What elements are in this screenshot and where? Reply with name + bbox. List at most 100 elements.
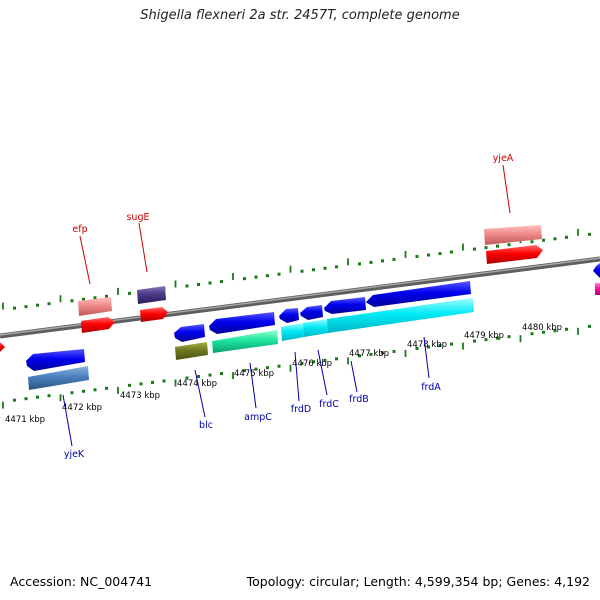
gene-feature[interactable] bbox=[327, 298, 474, 333]
ruler-dot bbox=[277, 364, 281, 368]
ruler-dot bbox=[70, 299, 74, 303]
gene-feature[interactable] bbox=[486, 245, 543, 264]
ruler-dot bbox=[427, 345, 430, 349]
topology-text: Topology: circular; Length: 4,599,354 bp… bbox=[246, 574, 590, 589]
ruler-dot bbox=[588, 232, 591, 236]
gene-feature[interactable] bbox=[28, 366, 89, 390]
ruler-dot bbox=[36, 303, 39, 307]
gene-feature[interactable] bbox=[212, 330, 278, 353]
ruler-dot bbox=[197, 375, 200, 379]
kbp-label: 4479 kbp bbox=[464, 331, 504, 341]
ruler-dot bbox=[358, 262, 361, 266]
gene-label-frdB[interactable]: frdB bbox=[349, 394, 369, 405]
ruler-dot bbox=[542, 330, 545, 334]
ruler-dot bbox=[82, 297, 85, 301]
gene-feature[interactable] bbox=[593, 263, 600, 278]
ruler-dot bbox=[197, 283, 200, 287]
kbp-scale: 4471 kbp 4472 kbp 4473 kbp 4474 kbp 4475… bbox=[5, 323, 562, 425]
ruler-dot bbox=[507, 243, 511, 247]
gene-label-frdA[interactable]: frdA bbox=[421, 382, 441, 393]
gene-label-blc[interactable]: blc bbox=[199, 420, 213, 431]
ruler-dot bbox=[24, 305, 28, 309]
ruler-dot bbox=[565, 235, 568, 239]
gene-feature[interactable] bbox=[209, 312, 275, 334]
ruler-dot bbox=[450, 342, 453, 346]
gene-feature[interactable] bbox=[140, 307, 168, 322]
ruler-dot bbox=[369, 352, 373, 356]
gene-feature[interactable] bbox=[78, 297, 112, 316]
ruler-dot bbox=[496, 336, 499, 340]
ruler-dot bbox=[139, 382, 143, 386]
ruler-dot bbox=[266, 366, 269, 370]
kbp-label: 4471 kbp bbox=[5, 415, 45, 425]
ruler-dot bbox=[542, 238, 545, 242]
gene-label-yjeK[interactable]: yjeK bbox=[64, 449, 85, 460]
ruler-dot bbox=[369, 260, 373, 264]
ruler-dot bbox=[312, 360, 315, 364]
gene-label-efp[interactable]: efp bbox=[72, 224, 87, 235]
ruler-dot bbox=[530, 332, 534, 336]
ruler-dot bbox=[47, 302, 51, 306]
lower-track-row1 bbox=[26, 281, 471, 371]
gene-label-sugE[interactable]: sugE bbox=[126, 212, 149, 223]
ruler-dot bbox=[392, 257, 396, 261]
gene-feature[interactable] bbox=[0, 342, 5, 352]
gene-feature[interactable] bbox=[303, 319, 328, 337]
lower-ruler bbox=[2, 324, 591, 409]
kbp-label: 4473 kbp bbox=[120, 391, 160, 401]
ruler-dot bbox=[450, 250, 453, 254]
genome-title: Shigella flexneri 2a str. 2457T, complet… bbox=[140, 8, 460, 23]
ruler-dot bbox=[185, 284, 189, 288]
ruler-dot bbox=[473, 247, 476, 251]
gene-feature[interactable] bbox=[174, 324, 205, 342]
ruler-dot bbox=[208, 373, 212, 377]
ruler-dot bbox=[82, 389, 85, 393]
ruler-dot bbox=[553, 237, 557, 241]
gene-feature[interactable] bbox=[324, 297, 366, 314]
gene-label-yjeA[interactable]: yjeA bbox=[493, 153, 514, 164]
ruler-dot bbox=[553, 329, 557, 333]
ruler-dot bbox=[151, 380, 154, 384]
ruler-dot bbox=[300, 361, 304, 365]
ruler-dot bbox=[484, 246, 488, 250]
ruler-dot bbox=[277, 272, 281, 276]
ruler-dot bbox=[93, 296, 97, 300]
kbp-label: 4474 kbp bbox=[177, 379, 217, 389]
ruler-dot bbox=[381, 259, 384, 263]
gene-feature[interactable] bbox=[300, 305, 323, 320]
upper-track bbox=[0, 225, 600, 352]
kbp-label: 4480 kbp bbox=[522, 323, 562, 333]
ruler-dot bbox=[128, 383, 131, 387]
gene-feature[interactable] bbox=[595, 283, 600, 295]
gene-feature[interactable] bbox=[26, 349, 85, 371]
gene-label-frdC[interactable]: frdC bbox=[319, 399, 339, 410]
gene-feature[interactable] bbox=[175, 342, 208, 360]
gene-feature[interactable] bbox=[279, 308, 299, 323]
gene-feature[interactable] bbox=[484, 225, 542, 245]
ruler-dot bbox=[105, 294, 108, 298]
kbp-label: 4477 kbp bbox=[349, 349, 389, 359]
gene-feature[interactable] bbox=[366, 281, 471, 307]
ruler-dot bbox=[93, 388, 97, 392]
ruler-dot bbox=[473, 339, 476, 343]
kbp-label: 4472 kbp bbox=[62, 403, 102, 413]
kbp-label: 4476 kbp bbox=[292, 359, 332, 369]
gene-feature[interactable] bbox=[281, 323, 304, 341]
gene-feature[interactable] bbox=[81, 317, 115, 333]
ruler-dot bbox=[484, 338, 488, 342]
gene-label-frdD[interactable]: frdD bbox=[291, 404, 311, 415]
ruler-dot bbox=[392, 349, 396, 353]
gene-label-ampC[interactable]: ampC bbox=[244, 412, 272, 423]
ruler-dot bbox=[13, 398, 16, 402]
ruler-dot bbox=[243, 277, 246, 281]
ruler-dot bbox=[162, 379, 166, 383]
ruler-dot bbox=[105, 386, 108, 390]
ruler-dot bbox=[243, 369, 246, 373]
ruler-dot bbox=[323, 358, 327, 362]
ruler-dot bbox=[128, 291, 131, 295]
ruler-dot bbox=[335, 357, 338, 361]
gene-feature[interactable] bbox=[137, 286, 166, 304]
ruler-dot bbox=[47, 394, 51, 398]
ruler-dot bbox=[266, 274, 269, 278]
